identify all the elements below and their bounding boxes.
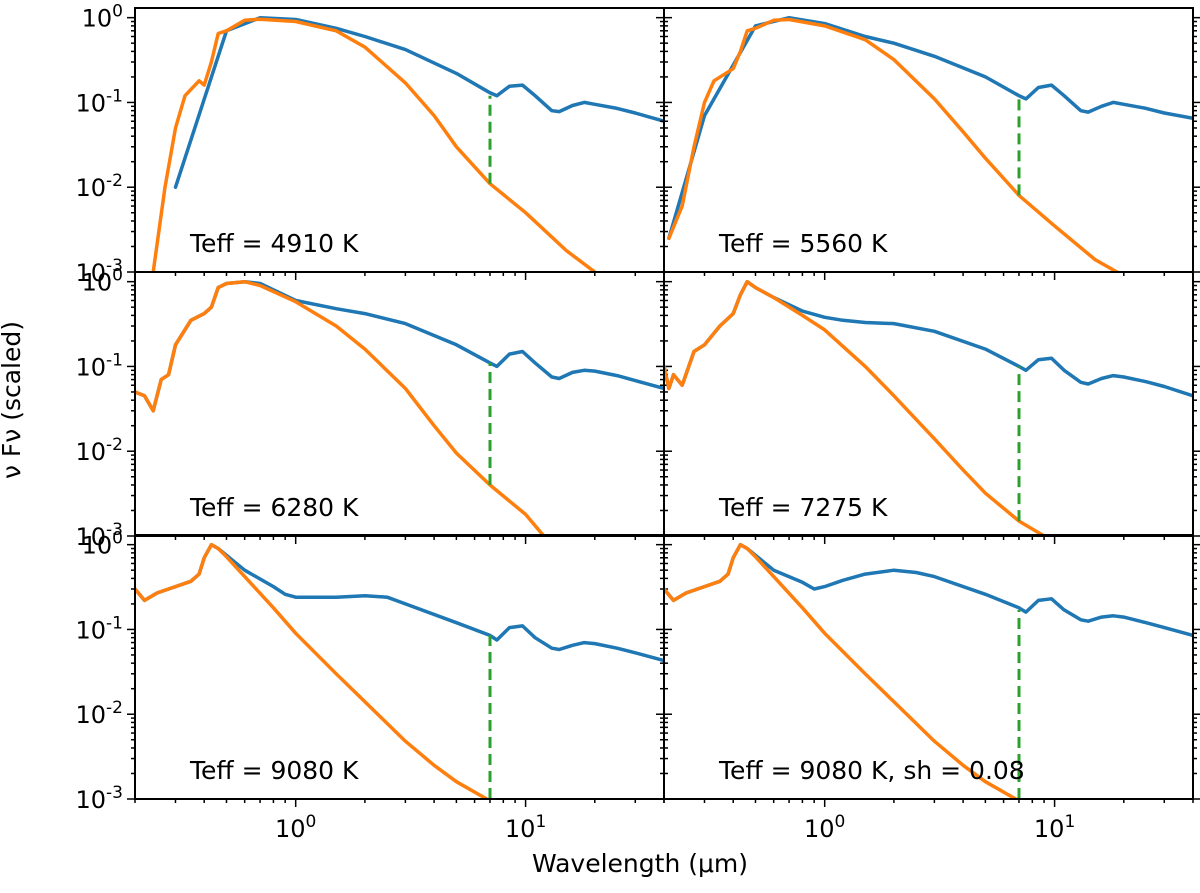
panels-group: 10-3 10-2 10-1 100 Teff = 4910 K Teff = 5560 … (76, 2, 1200, 843)
series-photosphere-line (135, 542, 491, 799)
series-total-line (173, 15, 664, 189)
series-photosphere-line (664, 279, 1046, 536)
y-tick-label: 100 (82, 529, 123, 560)
y-tick-label: 10-3 (76, 783, 124, 814)
y-tick-label: 10-2 (76, 435, 124, 466)
panel-annotation: Teff = 5560 K (718, 229, 888, 258)
x-tick-label: 101 (1034, 812, 1075, 843)
x-axis-label: Wavelength (μm) (532, 849, 748, 878)
series-total-line (667, 15, 1193, 241)
series-photosphere-line (664, 542, 1020, 799)
series-group (135, 542, 664, 799)
series-photosphere-line (135, 279, 546, 536)
series-group (664, 279, 1193, 536)
panel-top-right: Teff = 5560 K (656, 7, 1200, 280)
y-tick-label: 10-2 (76, 171, 124, 202)
series-total-line (664, 279, 1193, 398)
panel-frame (663, 534, 1194, 800)
panel-annotation: Teff = 9080 K (189, 756, 359, 785)
x-tick-label: 100 (804, 812, 845, 843)
panel-annotation: Teff = 6280 K (189, 493, 359, 522)
panel-middle-left: 10-3 10-2 10-1 100 Teff = 6280 K (76, 266, 672, 551)
series-total-line (664, 542, 1193, 638)
panel-bottom-left: 10-3 10-2 10-1 100 100 101 Teff = 9080 K (76, 529, 672, 843)
panel-top-left: 10-3 10-2 10-1 100 Teff = 4910 K (76, 2, 672, 287)
y-tick-label: 10-1 (76, 86, 124, 117)
series-group (664, 542, 1193, 799)
y-tick-label: 10-1 (76, 613, 124, 644)
panel-annotation: Teff = 4910 K (189, 229, 359, 258)
panel-annotation: Teff = 7275 K (718, 493, 888, 522)
series-group (151, 15, 664, 272)
panel-middle-right: Teff = 7275 K (656, 271, 1200, 544)
panel-annotation: Teff = 9080 K, sh = 0.08 (718, 756, 1025, 785)
y-tick-label: 100 (82, 2, 123, 33)
y-tick-label: 10-3 (76, 256, 124, 287)
y-axis-label: ν Fν (scaled) (0, 321, 26, 479)
series-total-line (135, 542, 664, 663)
series-photosphere-line (667, 17, 1121, 272)
x-tick-label: 101 (505, 812, 546, 843)
y-tick-label: 10-2 (76, 698, 124, 729)
y-tick-label: 10-3 (76, 520, 124, 551)
y-tick-label: 100 (82, 266, 123, 297)
series-group (135, 279, 664, 536)
y-tick-label: 10-1 (76, 350, 124, 381)
panel-bottom-right: 100 101 Teff = 9080 K, sh = 0.08 (656, 534, 1200, 843)
x-tick-label: 100 (275, 812, 316, 843)
series-photosphere-line (151, 17, 597, 272)
series-group (667, 15, 1193, 272)
